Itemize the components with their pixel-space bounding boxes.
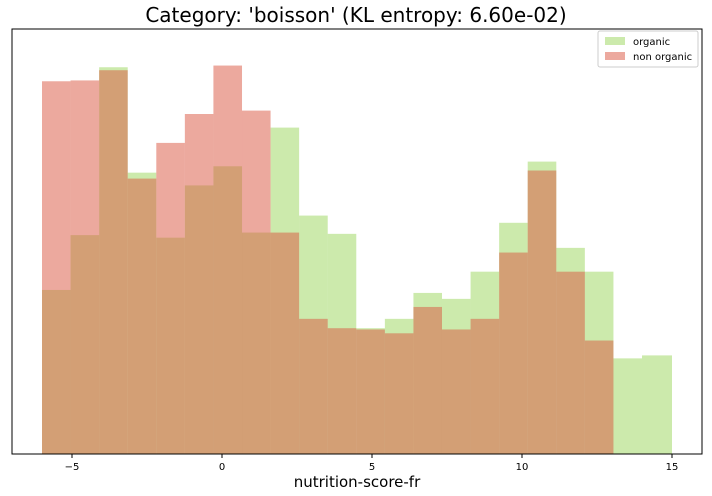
x-tick-label: −5: [65, 462, 80, 473]
legend: organic non organic: [597, 30, 699, 68]
bar-non-organic: [213, 65, 243, 455]
bar-non-organic: [384, 333, 414, 454]
x-axis: −5 0 5 10 15: [65, 454, 679, 473]
plot-area: [42, 65, 672, 455]
x-tick-label: 15: [666, 462, 679, 473]
bar-non-organic: [270, 232, 300, 454]
bar-organic: [642, 355, 672, 454]
x-tick-label: 5: [369, 462, 375, 473]
plot-frame: [11, 28, 703, 455]
bar-non-organic: [356, 329, 385, 454]
chart-title: Category: 'boisson' (KL entropy: 6.60e-0…: [145, 3, 566, 27]
bar-non-organic: [527, 170, 557, 454]
x-tick-label: 0: [219, 462, 225, 473]
bar-non-organic: [70, 80, 100, 455]
legend-label-organic: organic: [633, 37, 670, 48]
bar-non-organic: [327, 328, 357, 454]
bar-non-organic: [156, 142, 185, 454]
x-axis-label: nutrition-score-fr: [294, 473, 421, 491]
bar-non-organic: [127, 178, 157, 454]
legend-swatch-non-organic: [605, 52, 625, 60]
bar-non-organic: [99, 70, 128, 454]
legend-swatch-organic: [605, 37, 625, 45]
bar-non-organic: [470, 318, 500, 454]
bar-organic: [613, 358, 642, 454]
bar-non-organic: [499, 252, 528, 454]
bar-non-organic: [584, 340, 614, 454]
bar-non-organic: [413, 306, 442, 454]
bar-non-organic: [299, 318, 328, 454]
bar-non-organic: [441, 329, 471, 454]
bar-non-organic: [184, 114, 214, 454]
bar-non-organic: [556, 271, 585, 454]
bar-non-organic: [242, 110, 271, 454]
legend-label-non-organic: non organic: [633, 52, 692, 63]
bar-non-organic: [42, 81, 71, 455]
x-tick-label: 10: [516, 462, 529, 473]
